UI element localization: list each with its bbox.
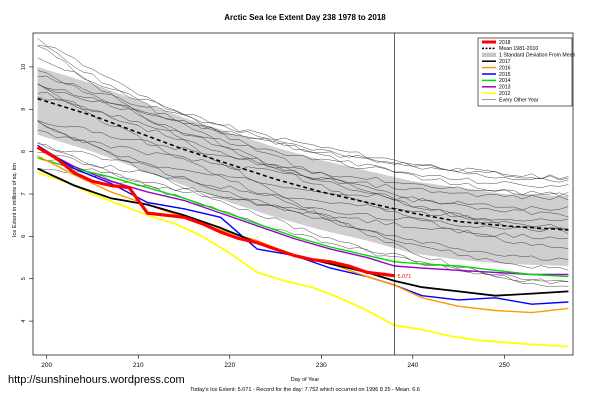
x-tick-label: 250 xyxy=(499,362,510,369)
legend-label: 2013 xyxy=(499,85,511,91)
legend-label: 2017 xyxy=(499,59,511,65)
legend-label: 2016 xyxy=(499,65,511,71)
every-other-year-line xyxy=(37,83,569,180)
y-tick-label: 4 xyxy=(21,320,27,323)
every-other-year-line xyxy=(37,83,569,271)
axes-layer: 200 210 220 230 240 250 4 5 6 7 8 9 10 xyxy=(21,64,510,369)
y-tick-label: 6 xyxy=(21,235,27,238)
legend-label: Mean 1981-2010 xyxy=(499,46,538,52)
x-tick-label: 230 xyxy=(316,362,327,369)
legend-label: 2012 xyxy=(499,91,511,97)
watermark-url: http://sunshinehours.wordpress.com xyxy=(8,374,185,386)
plot-area xyxy=(36,38,569,348)
every-other-year-line xyxy=(37,83,569,183)
every-other-year-line xyxy=(37,57,569,197)
every-other-year-layer xyxy=(37,38,569,288)
series-line-2014 xyxy=(37,157,569,278)
every-other-year-line xyxy=(37,143,569,211)
x-tick-label: 240 xyxy=(407,362,418,369)
every-other-year-line xyxy=(37,120,569,285)
series-line-2012 xyxy=(37,171,569,348)
chart-title: Arctic Sea Ice Extent Day 238 1978 to 20… xyxy=(224,13,386,22)
highlighted-series-layer xyxy=(36,97,569,348)
x-tick-label: 200 xyxy=(41,362,52,369)
every-other-year-line xyxy=(37,120,569,197)
every-other-year-line xyxy=(37,152,569,222)
y-axis-label: Ice Extent in millions of sq. km xyxy=(12,163,18,237)
y-tick-label: 8 xyxy=(21,150,27,153)
every-other-year-line xyxy=(37,38,569,235)
x-axis-label: Day of Year xyxy=(291,377,320,383)
current-value-label: 5.071 xyxy=(398,274,412,280)
legend-label: Every Other Year xyxy=(499,97,539,103)
y-tick-label: 7 xyxy=(21,192,27,195)
every-other-year-line xyxy=(37,96,569,188)
series-line-2015 xyxy=(37,144,569,305)
every-other-year-line xyxy=(37,75,569,181)
y-tick-label: 5 xyxy=(21,277,27,280)
legend-label: 2018 xyxy=(499,40,511,46)
legend-swatch xyxy=(482,52,496,57)
series-line-2018 xyxy=(36,146,395,278)
x-tick-label: 220 xyxy=(224,362,235,369)
legend-label: 2015 xyxy=(499,72,511,78)
footer-note: Today's Ice Extent: 5.071 - Record for t… xyxy=(190,387,420,393)
every-other-year-line xyxy=(37,157,569,240)
every-other-year-line xyxy=(37,167,569,231)
every-other-year-line xyxy=(37,44,569,249)
legend-label: 2014 xyxy=(499,78,511,84)
y-tick-label: 9 xyxy=(21,108,27,111)
legend-label: 1 Standard Deviation From Mean xyxy=(499,53,576,59)
x-tick-label: 210 xyxy=(133,362,144,369)
y-tick-label: 10 xyxy=(21,64,27,70)
series-line-mean-1981-2010 xyxy=(37,97,569,231)
legend-box xyxy=(477,37,573,107)
every-other-year-line xyxy=(37,121,569,261)
every-other-year-line xyxy=(37,70,569,229)
